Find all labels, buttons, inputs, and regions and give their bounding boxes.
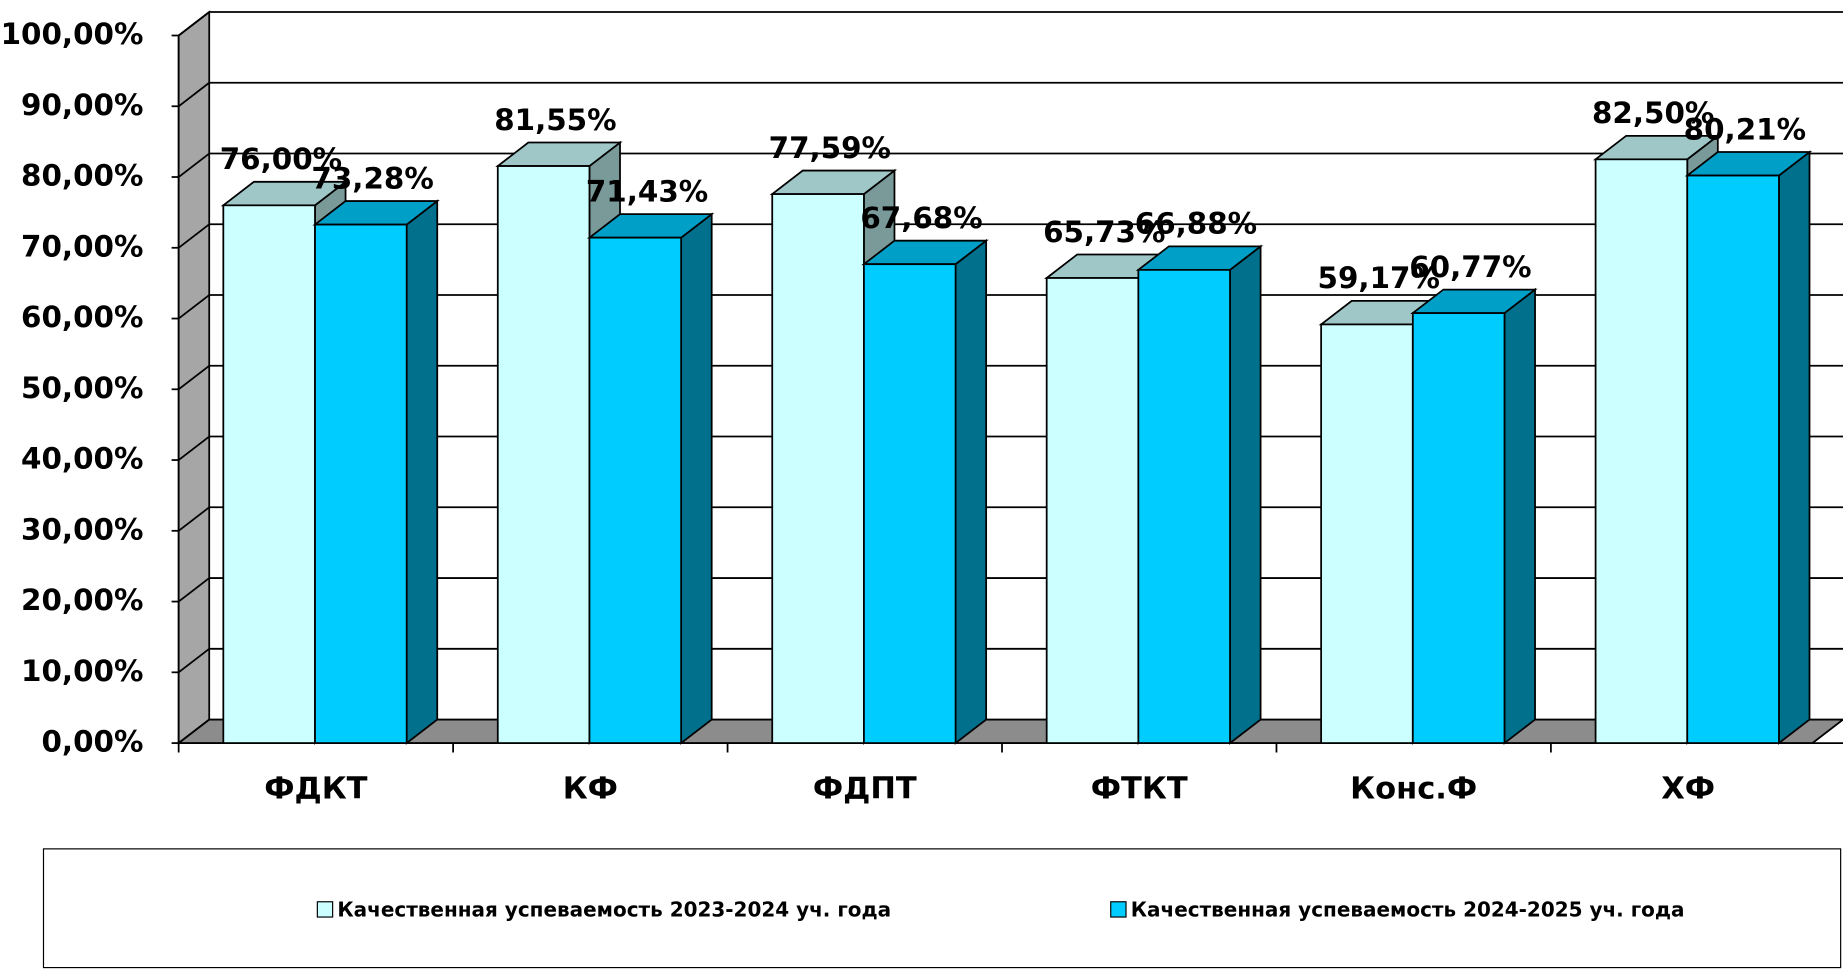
y-tick-label: 80,00% — [21, 159, 143, 193]
bar-side — [1503, 287, 1536, 745]
y-tick-label: 50,00% — [21, 371, 143, 405]
x-tick-label: ФТКТ — [1091, 772, 1188, 807]
bar-side — [680, 212, 713, 745]
grid-line — [178, 718, 210, 744]
data-label: 67,68% — [860, 201, 982, 235]
legend-label: Качественная успеваемость 2023-2024 уч. … — [337, 898, 891, 922]
y-tick-label: 70,00% — [21, 229, 143, 263]
y-tick-label: 90,00% — [21, 88, 143, 122]
grid-line — [178, 11, 210, 37]
y-tick-label: 100,00% — [1, 17, 144, 51]
grid-line — [178, 648, 210, 674]
y-tick-label: 40,00% — [21, 442, 143, 476]
bar-side — [954, 238, 988, 745]
y-tick-label: 60,00% — [21, 300, 143, 334]
bar — [1594, 158, 1689, 744]
bar — [588, 236, 683, 744]
data-label: 81,55% — [494, 103, 616, 137]
x-tick-label: ФДКТ — [264, 772, 367, 807]
data-label: 60,77% — [1409, 250, 1531, 284]
bar — [496, 165, 591, 744]
data-label: 82,50% — [1592, 96, 1714, 130]
y-tick-label: 10,00% — [21, 654, 143, 688]
y-tick-label: 20,00% — [21, 583, 143, 617]
legend-swatch — [316, 901, 334, 918]
data-label: 59,17% — [1318, 261, 1440, 295]
bar — [1045, 277, 1140, 744]
data-label: 80,21% — [1684, 112, 1806, 146]
x-tick-label: ХФ — [1661, 772, 1715, 807]
grid-line — [178, 82, 210, 107]
bar-side — [405, 199, 439, 745]
data-label: 73,28% — [311, 161, 433, 195]
data-label: 65,73% — [1043, 215, 1165, 249]
legend-label: Качественная успеваемость 2024-2025 уч. … — [1131, 898, 1685, 922]
legend-box — [42, 848, 1842, 969]
grid-line — [178, 152, 210, 178]
x-tick-label: КФ — [563, 772, 618, 807]
bar — [771, 193, 865, 744]
grid-line — [178, 294, 210, 320]
bar — [222, 204, 316, 744]
legend-swatch — [1110, 901, 1127, 918]
bar-side — [1778, 150, 1811, 745]
data-label: 77,59% — [769, 131, 891, 165]
bar — [1320, 323, 1414, 744]
bar — [863, 263, 957, 744]
data-label: 76,00% — [220, 142, 342, 176]
grid-line — [178, 577, 210, 603]
bar — [1137, 268, 1231, 744]
y-tick-label: 0,00% — [41, 725, 143, 759]
data-label: 71,43% — [586, 174, 708, 208]
x-tick-label: ФДПТ — [813, 772, 917, 807]
x-tick-label: Конс.Ф — [1350, 772, 1477, 807]
data-label: 66,88% — [1135, 207, 1257, 241]
bar-side — [1229, 244, 1262, 745]
bar — [1411, 312, 1506, 744]
grid-line — [178, 223, 210, 249]
grid-line — [178, 435, 210, 461]
grid-line — [178, 506, 210, 532]
grid-line — [178, 365, 210, 390]
bar — [314, 223, 408, 744]
bar — [1686, 174, 1780, 744]
y-tick-label: 30,00% — [21, 512, 143, 546]
